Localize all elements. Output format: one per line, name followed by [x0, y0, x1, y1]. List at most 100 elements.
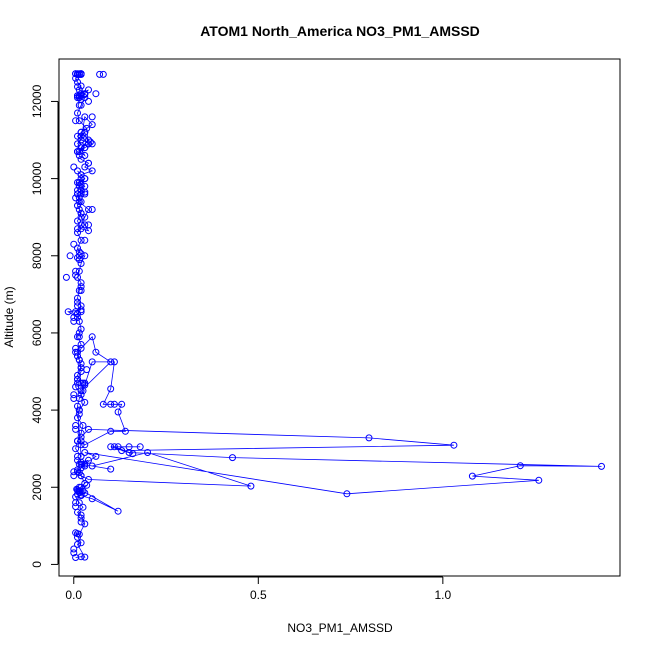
- data-point: [81, 441, 89, 449]
- data-point: [75, 182, 83, 190]
- data-point: [77, 514, 85, 522]
- data-point: [75, 194, 83, 202]
- data-point: [107, 385, 115, 393]
- y-tick-label: 4000: [30, 396, 44, 423]
- data-point: [114, 443, 122, 451]
- y-tick-label: 8000: [30, 242, 44, 269]
- data-point: [516, 462, 524, 470]
- data-point: [81, 190, 89, 198]
- data-point: [74, 217, 81, 225]
- data-point: [70, 468, 78, 476]
- data-point: [92, 452, 100, 460]
- data-point: [75, 101, 83, 109]
- y-tick-label: 0: [30, 561, 44, 568]
- data-point: [79, 387, 87, 395]
- x-tick-label: 1.0: [434, 588, 451, 602]
- data-point: [247, 482, 255, 490]
- data-point: [79, 422, 87, 429]
- data-point: [77, 283, 85, 291]
- data-point: [136, 443, 144, 451]
- data-point: [74, 167, 81, 175]
- data-point: [77, 492, 85, 500]
- data-point: [72, 425, 80, 433]
- data-point: [85, 456, 92, 464]
- data-point: [74, 94, 81, 102]
- data-point: [70, 472, 78, 480]
- data-point: [70, 163, 78, 171]
- data-point: [114, 408, 122, 416]
- data-point: [110, 358, 118, 366]
- data-point: [72, 348, 80, 356]
- data-point: [88, 358, 96, 366]
- data-point: [118, 447, 126, 455]
- data-point: [81, 379, 89, 387]
- data-point: [468, 472, 476, 480]
- data-point: [74, 530, 81, 538]
- data-point: [598, 462, 605, 470]
- data-point: [121, 427, 129, 435]
- data-point: [110, 400, 118, 408]
- data-point: [81, 221, 89, 229]
- data-point: [77, 279, 85, 287]
- data-point: [107, 400, 115, 408]
- data-point: [74, 78, 81, 86]
- data-point: [81, 128, 89, 136]
- data-point: [535, 476, 543, 484]
- data-point: [75, 117, 83, 125]
- data-point: [77, 190, 85, 198]
- data-point: [77, 360, 85, 368]
- data-point: [77, 225, 85, 233]
- data-point: [99, 400, 107, 408]
- x-tick-label: 0.0: [65, 588, 82, 602]
- data-point: [114, 507, 122, 515]
- data-point: [75, 406, 83, 414]
- y-axis: 0 2000 4000 6000 8000 10000 12000: [30, 84, 59, 568]
- data-point: [74, 229, 81, 237]
- x-axis: 0.0 0.5 1.0: [65, 576, 452, 602]
- data-point: [81, 236, 89, 244]
- data-point: [77, 144, 85, 152]
- data-point: [365, 434, 373, 442]
- data-point: [72, 271, 80, 279]
- series-layer: [62, 70, 605, 561]
- data-point: [81, 460, 89, 468]
- chart-title: ATOM1 North_America NO3_PM1_AMSSD: [200, 23, 480, 39]
- data-point: [62, 273, 70, 281]
- data-point: [88, 140, 96, 148]
- data-point: [77, 70, 85, 78]
- data-point: [74, 456, 81, 464]
- data-point: [77, 452, 85, 460]
- data-point: [81, 144, 89, 152]
- data-point: [75, 410, 83, 418]
- data-series: [62, 70, 107, 557]
- data-point: [74, 371, 81, 379]
- data-point: [107, 358, 115, 366]
- data-point: [72, 445, 80, 453]
- plot-area: [58, 58, 621, 577]
- data-point: [74, 352, 81, 360]
- data-point: [79, 503, 87, 511]
- data-point: [83, 366, 91, 374]
- data-point: [74, 225, 81, 233]
- data-point: [77, 128, 85, 136]
- data-point: [74, 109, 81, 117]
- data-point: [343, 490, 351, 498]
- data-point: [77, 175, 85, 183]
- data-point: [85, 140, 92, 148]
- data-point: [88, 113, 96, 121]
- data-point: [77, 518, 85, 526]
- data-point: [88, 333, 96, 341]
- data-point: [229, 454, 236, 462]
- y-tick-label: 2000: [30, 474, 44, 501]
- data-point: [81, 553, 89, 561]
- data-point: [77, 186, 85, 194]
- data-point: [77, 433, 85, 441]
- data-point: [74, 310, 81, 318]
- data-point: [74, 437, 81, 445]
- data-point: [77, 437, 85, 445]
- data-point: [81, 213, 89, 221]
- data-point: [77, 155, 85, 163]
- data-point: [81, 520, 89, 528]
- y-tick-label: 12000: [30, 84, 44, 118]
